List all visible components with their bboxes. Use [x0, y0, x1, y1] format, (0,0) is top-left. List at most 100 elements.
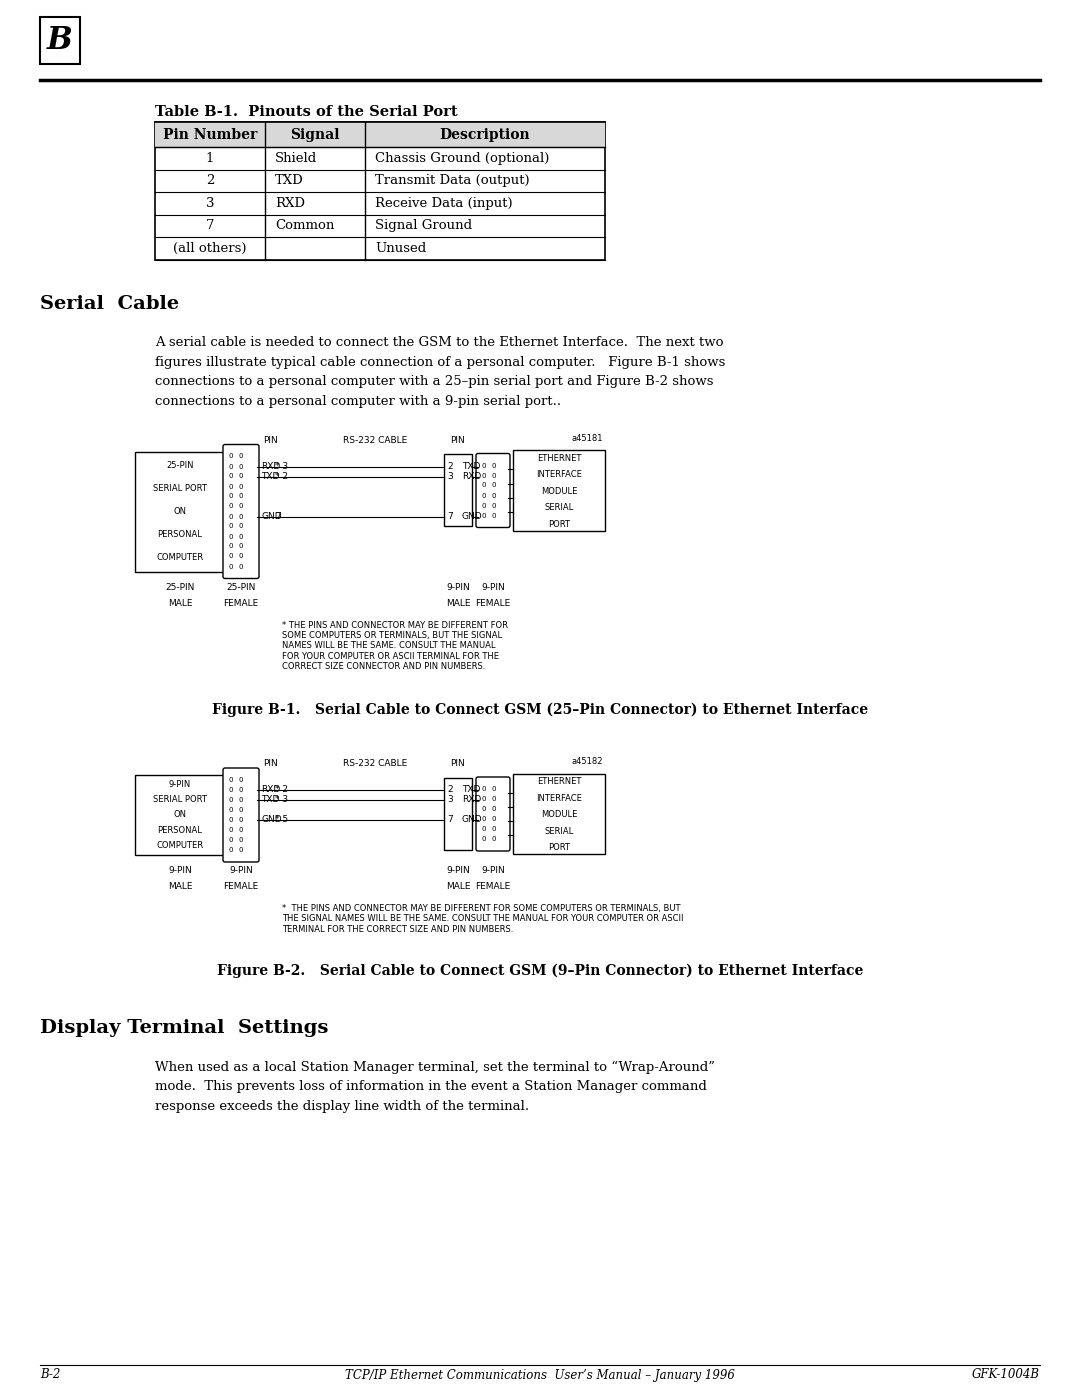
Text: Description: Description — [440, 127, 530, 141]
Text: 0: 0 — [239, 493, 243, 500]
Text: 0: 0 — [239, 454, 243, 460]
Text: 0: 0 — [491, 806, 496, 812]
Text: TCP/IP Ethernet Communications  User’s Manual – January 1996: TCP/IP Ethernet Communications User’s Ma… — [346, 1369, 734, 1382]
Text: GND: GND — [261, 816, 282, 824]
Text: 0: 0 — [239, 524, 243, 529]
Text: Pin Number: Pin Number — [163, 127, 257, 141]
Text: MODULE: MODULE — [541, 810, 577, 819]
Text: 0: 0 — [482, 787, 486, 792]
Text: 0: 0 — [229, 503, 233, 510]
Text: 0: 0 — [491, 482, 496, 489]
Text: MALE: MALE — [167, 882, 192, 891]
Text: B-2: B-2 — [40, 1369, 60, 1382]
Text: 0: 0 — [239, 553, 243, 560]
Text: COMPUTER: COMPUTER — [157, 553, 203, 562]
Text: 0: 0 — [229, 827, 233, 833]
Text: 0: 0 — [491, 826, 496, 833]
Text: GND: GND — [462, 816, 483, 824]
Text: FEMALE: FEMALE — [475, 882, 511, 891]
Text: 2: 2 — [447, 462, 453, 471]
Bar — [40, 17, 80, 64]
Text: PIN: PIN — [264, 436, 279, 446]
Text: 0: 0 — [239, 777, 243, 782]
Text: 0: 0 — [229, 524, 233, 529]
Text: TXD: TXD — [261, 472, 280, 481]
Bar — [135, 775, 225, 855]
Text: 9-PIN: 9-PIN — [446, 583, 470, 591]
Bar — [444, 454, 472, 527]
Text: 9-PIN: 9-PIN — [446, 866, 470, 875]
Text: Figure B-1.   Serial Cable to Connect GSM (25–Pin Connector) to Ethernet Interfa: Figure B-1. Serial Cable to Connect GSM … — [212, 703, 868, 718]
Text: Transmit Data (output): Transmit Data (output) — [375, 175, 529, 187]
Text: TXD: TXD — [462, 462, 481, 471]
Text: PIN: PIN — [450, 760, 465, 768]
Text: (all others): (all others) — [173, 242, 246, 254]
Text: 0: 0 — [229, 807, 233, 813]
Bar — [156, 122, 605, 147]
Text: MALE: MALE — [446, 598, 470, 608]
Text: 0: 0 — [491, 472, 496, 479]
Text: RXD: RXD — [261, 785, 280, 795]
Text: INTERFACE: INTERFACE — [536, 793, 582, 803]
Text: SERIAL: SERIAL — [544, 503, 573, 513]
Text: 0: 0 — [482, 462, 486, 468]
Bar — [135, 451, 225, 571]
Text: 0: 0 — [482, 482, 486, 489]
Text: ETHERNET: ETHERNET — [537, 778, 581, 787]
Text: * 3: * 3 — [275, 462, 288, 471]
Text: 0: 0 — [491, 816, 496, 821]
Text: Serial  Cable: Serial Cable — [40, 295, 179, 313]
Text: 0: 0 — [229, 563, 233, 570]
Text: ON: ON — [174, 810, 187, 820]
Text: Shield: Shield — [275, 152, 318, 165]
Text: A serial cable is needed to connect the GSM to the Ethernet Interface.  The next: A serial cable is needed to connect the … — [156, 337, 724, 349]
Bar — [513, 450, 605, 531]
Text: 3: 3 — [206, 197, 214, 210]
Text: 0: 0 — [482, 806, 486, 812]
Text: 25-PIN: 25-PIN — [165, 583, 194, 591]
Text: 0: 0 — [229, 464, 233, 469]
Text: 0: 0 — [482, 816, 486, 821]
Text: 0: 0 — [229, 787, 233, 793]
Text: 0: 0 — [482, 503, 486, 509]
Text: * 2: * 2 — [275, 785, 288, 795]
Text: RXD: RXD — [462, 795, 482, 805]
Text: Common: Common — [275, 219, 335, 232]
Text: 0: 0 — [229, 817, 233, 823]
Text: 0: 0 — [239, 837, 243, 842]
Text: 0: 0 — [482, 513, 486, 518]
Text: 25-PIN: 25-PIN — [227, 583, 256, 591]
Text: 0: 0 — [482, 835, 486, 842]
Text: SERIAL PORT: SERIAL PORT — [153, 795, 207, 805]
Text: 7: 7 — [206, 219, 214, 232]
Text: connections to a personal computer with a 25–pin serial port and Figure B-2 show: connections to a personal computer with … — [156, 376, 714, 388]
Text: PIN: PIN — [264, 760, 279, 768]
Text: 0: 0 — [239, 483, 243, 489]
Text: 0: 0 — [482, 472, 486, 479]
Text: 0: 0 — [491, 493, 496, 499]
Text: SERIAL: SERIAL — [544, 827, 573, 835]
Text: 1: 1 — [206, 152, 214, 165]
FancyBboxPatch shape — [222, 768, 259, 862]
Text: 0: 0 — [482, 796, 486, 802]
Text: 0: 0 — [229, 837, 233, 842]
Text: PERSONAL: PERSONAL — [158, 826, 202, 834]
Text: 0: 0 — [482, 826, 486, 833]
Text: RXD: RXD — [275, 197, 305, 210]
Text: 2: 2 — [206, 175, 214, 187]
Text: mode.  This prevents loss of information in the event a Station Manager command: mode. This prevents loss of information … — [156, 1080, 707, 1092]
Text: 0: 0 — [239, 827, 243, 833]
Text: GND: GND — [261, 511, 282, 521]
Text: 0: 0 — [239, 847, 243, 854]
Text: B: B — [48, 25, 72, 56]
Text: TXD: TXD — [462, 785, 481, 795]
Text: FEMALE: FEMALE — [475, 598, 511, 608]
Text: 9-PIN: 9-PIN — [168, 780, 191, 789]
Text: * 2: * 2 — [275, 472, 288, 481]
Text: ETHERNET: ETHERNET — [537, 454, 581, 462]
Text: 0: 0 — [491, 835, 496, 842]
Text: MALE: MALE — [167, 598, 192, 608]
Text: RS-232 CABLE: RS-232 CABLE — [343, 760, 407, 768]
Text: When used as a local Station Manager terminal, set the terminal to “Wrap-Around”: When used as a local Station Manager ter… — [156, 1060, 715, 1074]
Text: 9-PIN: 9-PIN — [481, 583, 504, 591]
